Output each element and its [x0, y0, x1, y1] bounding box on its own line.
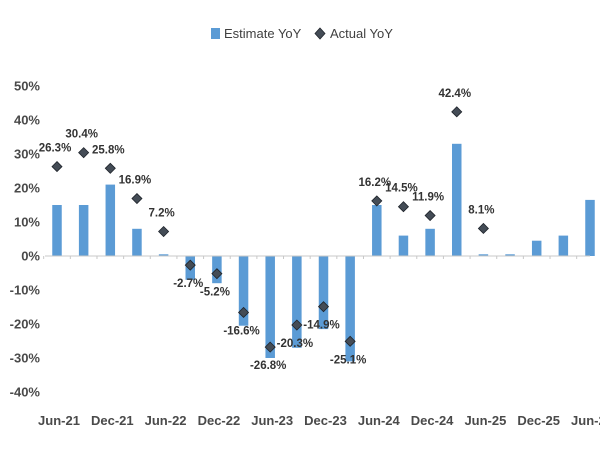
- data-label-actual: 16.9%: [119, 175, 152, 187]
- y-tick-label: -40%: [10, 385, 41, 400]
- legend-swatch-estimate: [211, 28, 220, 39]
- data-label-actual: 26.3%: [39, 143, 72, 155]
- bar-estimate: [585, 199, 595, 256]
- bar-estimate: [318, 256, 329, 330]
- data-label-actual: -20.3%: [277, 338, 313, 350]
- x-tick-label: Dec-21: [91, 413, 134, 428]
- x-axis: Jun-21 Dec-21 Jun-22 Dec-22 Jun-23 Dec-23 Jun-…: [38, 413, 600, 428]
- marker-actual: [477, 222, 489, 235]
- y-tick-label: -30%: [10, 351, 41, 366]
- marker-actual: [211, 268, 223, 280]
- legend-label-actual: Actual YoY: [330, 26, 393, 41]
- bar-estimate: [265, 256, 275, 358]
- bar-estimate: [292, 256, 302, 348]
- bar-estimate: [505, 254, 515, 256]
- y-tick-label: 30%: [14, 147, 40, 162]
- x-tick-label: Jun-21: [38, 413, 80, 428]
- x-tick-label: Dec-24: [411, 413, 454, 428]
- bar-estimate: [132, 228, 142, 256]
- x-tick-label: Jun-26: [571, 413, 600, 428]
- bar-estimate: [478, 254, 489, 256]
- x-tick-label: Dec-23: [304, 413, 347, 428]
- data-label-actual: 7.2%: [148, 208, 174, 220]
- legend-marker-actual-icon: [314, 27, 326, 40]
- data-label-actual: 30.4%: [65, 129, 98, 141]
- marker-actual: [184, 259, 196, 271]
- data-labels: 26.3% 30.4% 25.8% 16.9% 7.2% -2.7%-5.2% -16.6%…: [39, 88, 495, 372]
- bar-estimate: [372, 205, 382, 256]
- marker-actual: [237, 306, 250, 319]
- y-axis: 50% 40% 30% 20% 10% 0% -10% -20% -30% -40%: [10, 79, 41, 400]
- bar-estimate: [398, 235, 409, 256]
- x-tick-label: Jun-23: [251, 413, 293, 428]
- y-tick-label: -10%: [10, 283, 41, 298]
- y-tick-label: 0%: [21, 249, 40, 264]
- bar-estimate: [425, 228, 435, 256]
- marker-actual: [344, 335, 356, 347]
- data-label-actual: -2.7%: [173, 278, 203, 290]
- data-label-actual: 16.2%: [358, 177, 391, 189]
- bar-estimate: [238, 256, 249, 326]
- data-label-actual: -16.6%: [223, 325, 259, 337]
- marker-actual: [78, 147, 90, 159]
- legend: Estimate YoY Actual YoY: [211, 26, 393, 41]
- data-label-actual: -26.8%: [250, 360, 286, 372]
- data-label-actual: 14.5%: [385, 183, 418, 195]
- marker-actual: [158, 225, 170, 238]
- marker-actual: [131, 192, 143, 205]
- bar-estimate: [105, 184, 116, 256]
- y-tick-label: 10%: [14, 215, 40, 230]
- marker-actual: [51, 161, 63, 173]
- marker-actual: [451, 106, 463, 118]
- y-tick-label: 20%: [14, 181, 40, 196]
- bar-estimate: [52, 205, 62, 256]
- marker-actual: [424, 209, 436, 222]
- bar-estimate: [531, 240, 542, 256]
- y-tick-label: 50%: [14, 79, 40, 94]
- data-label-actual: -25.1%: [330, 354, 366, 366]
- data-label-actual: 42.4%: [438, 88, 471, 100]
- data-label-actual: 8.1%: [468, 204, 494, 216]
- data-label-actual: 25.8%: [92, 144, 125, 156]
- y-tick-label: -20%: [10, 317, 41, 332]
- data-label-actual: 11.9%: [412, 192, 444, 204]
- bar-estimate: [158, 254, 169, 256]
- marker-actual: [371, 195, 383, 207]
- zero-line: [43, 255, 590, 259]
- marker-actual: [264, 341, 276, 353]
- bar-estimate: [452, 143, 462, 256]
- x-tick-label: Jun-24: [358, 413, 401, 428]
- marker-actual: [104, 162, 116, 174]
- x-tick-label: Dec-25: [517, 413, 560, 428]
- bar-estimate: [558, 235, 569, 256]
- x-tick-label: Jun-25: [464, 413, 506, 428]
- y-tick-label: 40%: [14, 113, 40, 128]
- marker-actual: [317, 301, 330, 313]
- legend-label-estimate: Estimate YoY: [224, 26, 302, 41]
- data-label-actual: -14.9%: [303, 320, 339, 332]
- bar-estimate: [345, 256, 355, 362]
- data-label-actual: -5.2%: [200, 287, 230, 299]
- bar-estimate: [78, 205, 89, 256]
- x-tick-label: Jun-22: [145, 413, 187, 428]
- marker-actual: [397, 201, 410, 213]
- marker-actual: [291, 319, 303, 331]
- markers: [51, 106, 489, 353]
- x-tick-label: Dec-22: [198, 413, 241, 428]
